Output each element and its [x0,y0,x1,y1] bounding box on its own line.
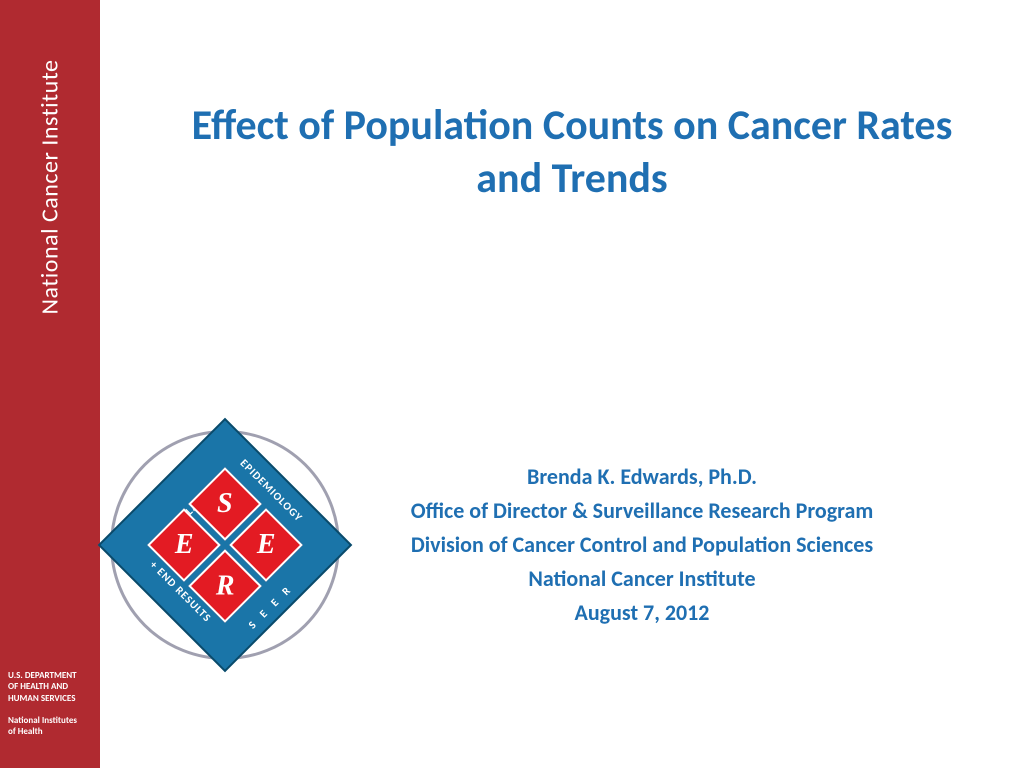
dept-line: U.S. DEPARTMENT [8,670,92,682]
dept-line: OF HEALTH AND [8,681,92,693]
author-date: August 7, 2012 [280,596,1004,630]
sidebar-institute: National Cancer Institute [36,60,65,315]
author-block: Brenda K. Edwards, Ph.D. Office of Direc… [280,460,1004,630]
nih-line: of Health [8,726,92,738]
slide-main: Effect of Population Counts on Cancer Ra… [100,0,1024,768]
sidebar: National Cancer Institute U.S. DEPARTMEN… [0,0,100,768]
author-office: Office of Director & Surveillance Resear… [280,494,1004,528]
seer-logo: SURVEILLANCE EPIDEMIOLOGY + END RESULTS … [110,430,340,660]
dept-line: HUMAN SERVICES [8,693,92,705]
slide-title: Effect of Population Counts on Cancer Ra… [180,100,964,205]
author-institute: National Cancer Institute [280,562,1004,596]
nih-line: National Institutes [8,715,92,727]
author-name: Brenda K. Edwards, Ph.D. [280,460,1004,494]
sidebar-department: U.S. DEPARTMENT OF HEALTH AND HUMAN SERV… [8,670,92,738]
author-division: Division of Cancer Control and Populatio… [280,528,1004,562]
